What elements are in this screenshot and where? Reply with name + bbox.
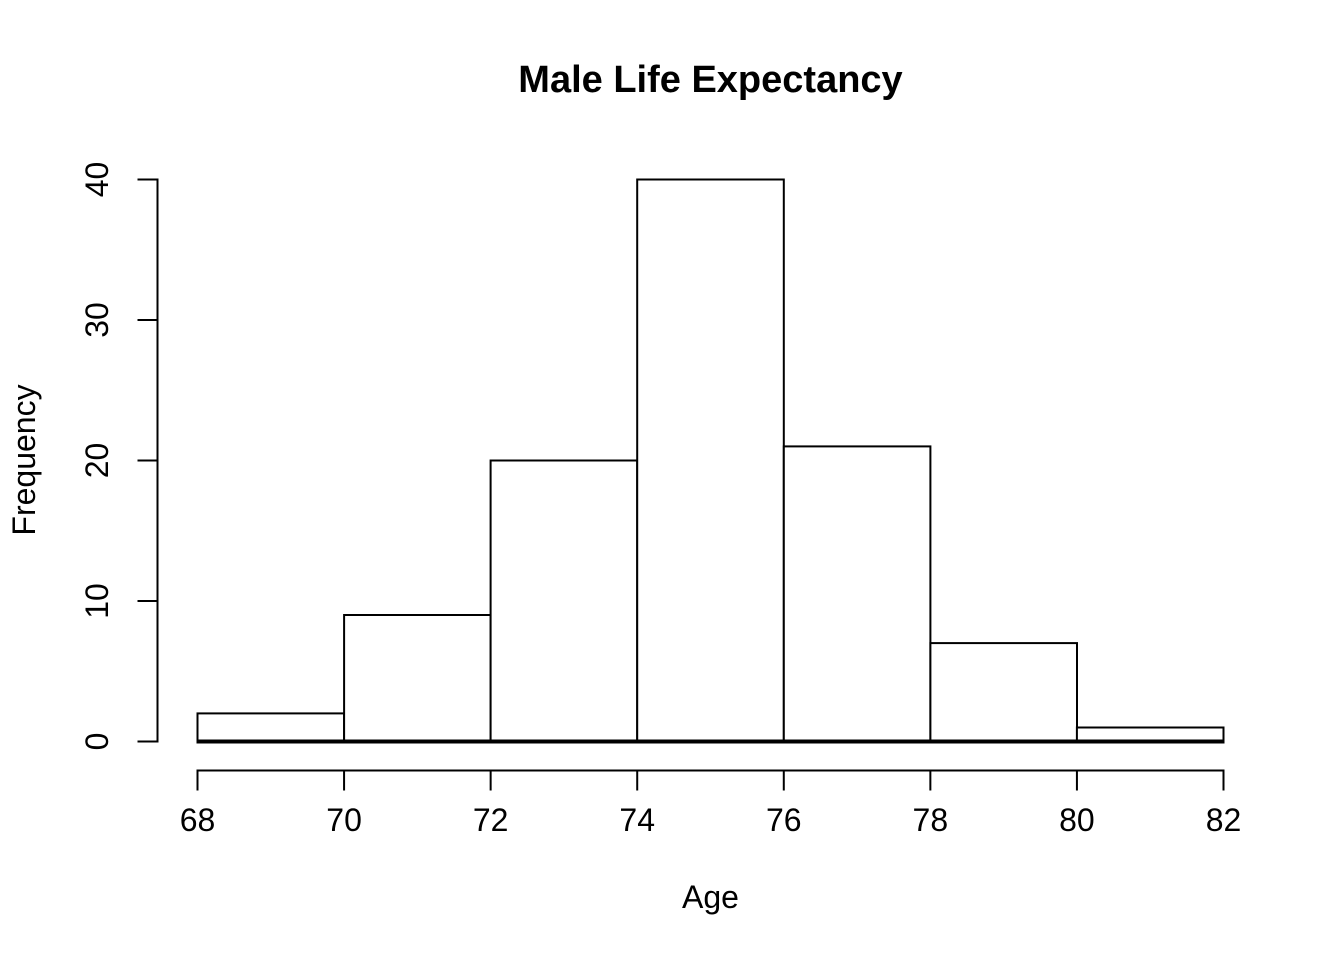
x-axis-label: Age [682, 879, 739, 915]
histogram-bar [196, 712, 346, 743]
histogram-bar [343, 614, 492, 743]
x-tick-label: 70 [326, 802, 362, 838]
y-tick-label: 30 [79, 302, 115, 338]
histogram-bar [489, 459, 639, 743]
x-tick-label: 74 [619, 802, 655, 838]
histogram-bar [782, 445, 932, 743]
x-tick-label: 80 [1059, 802, 1095, 838]
y-tick-label: 20 [79, 443, 115, 479]
histogram-bar [929, 642, 1079, 743]
x-tick-label: 72 [473, 802, 509, 838]
x-tick-label: 78 [913, 802, 949, 838]
x-tick-label: 68 [180, 802, 216, 838]
x-tick-label: 76 [766, 802, 802, 838]
y-tick-label: 10 [79, 583, 115, 619]
histogram-bar [636, 178, 785, 743]
y-axis-label: Frequency [6, 384, 42, 536]
y-tick-label: 0 [79, 733, 115, 751]
chart-title: Male Life Expectancy [518, 59, 903, 101]
y-tick-label: 40 [79, 162, 115, 198]
x-tick-label: 82 [1206, 802, 1242, 838]
histogram-bar [1075, 726, 1225, 743]
